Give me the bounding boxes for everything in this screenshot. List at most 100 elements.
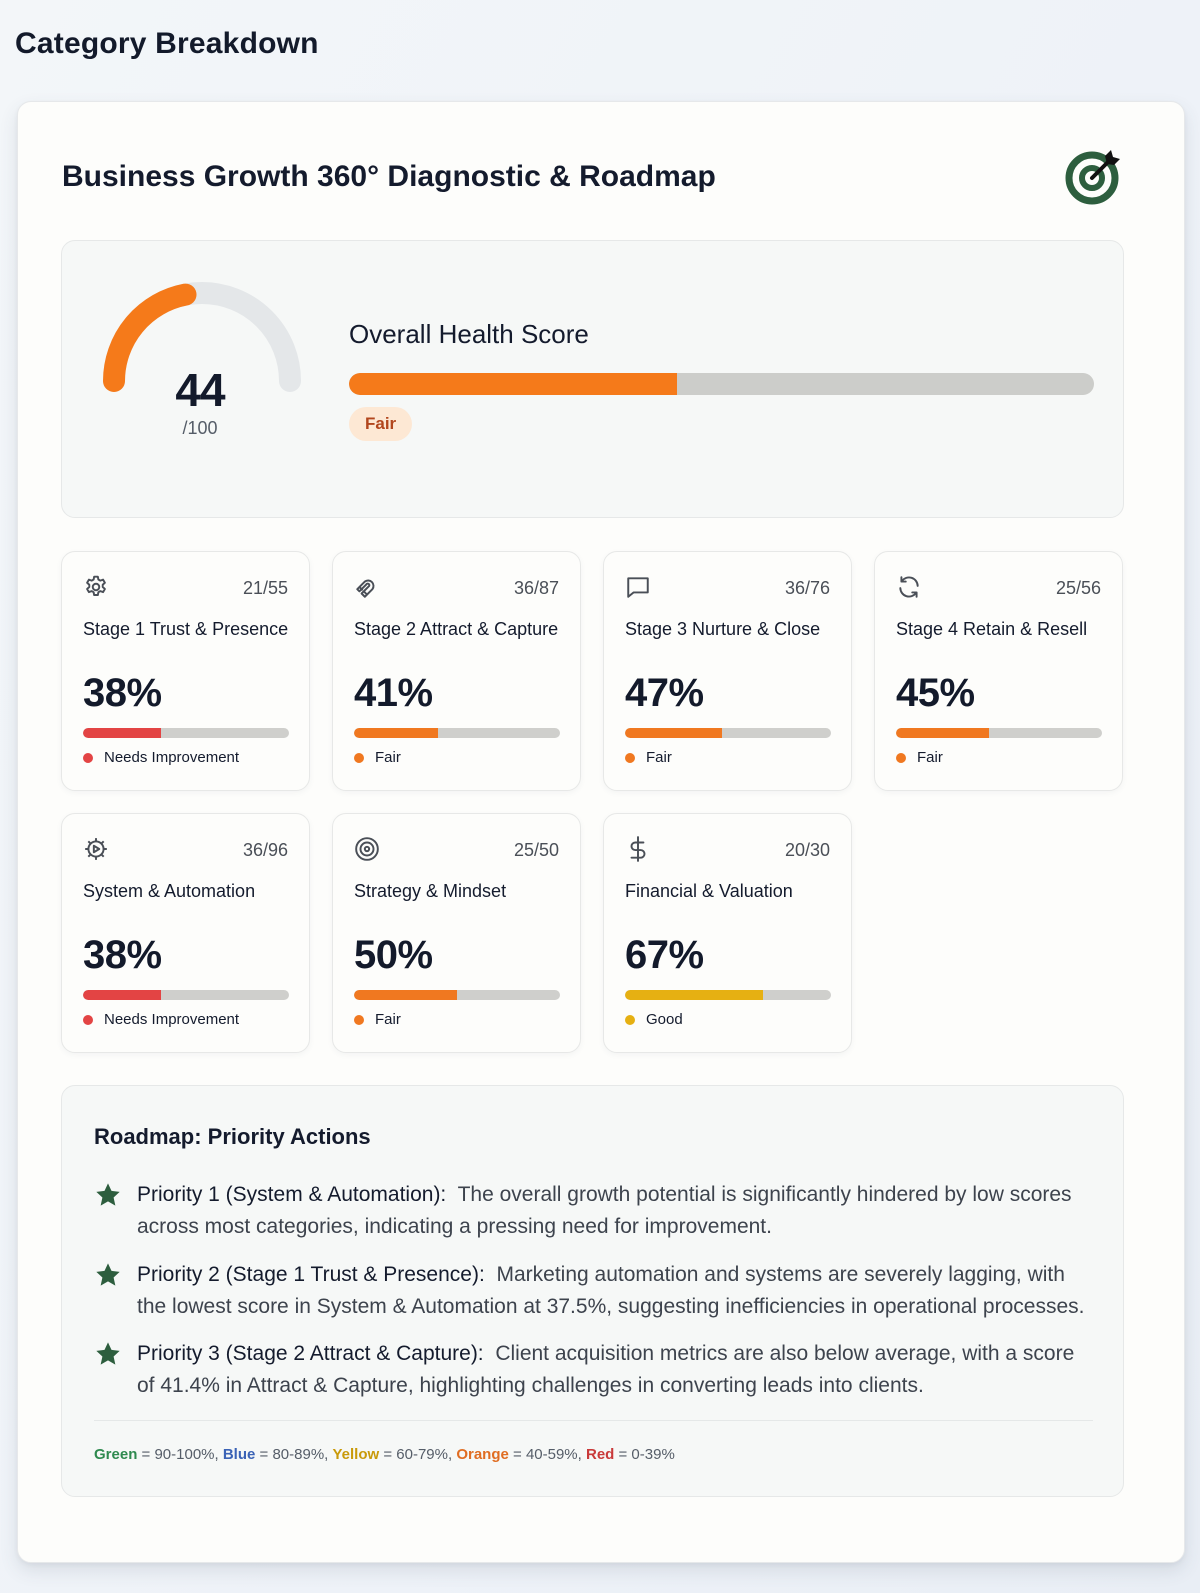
legend-range: = 80-89%, <box>255 1446 333 1463</box>
stage-status-label: Fair <box>646 749 672 766</box>
legend-range: = 60-79%, <box>379 1446 457 1463</box>
stage-name: Stage 4 Retain & Resell <box>896 619 1088 639</box>
status-dot-icon <box>625 752 635 763</box>
stage-name: Strategy & Mindset <box>354 881 507 901</box>
stage-status: Fair <box>354 749 401 766</box>
priority-item: Priority 1 (System & Automation): The ov… <box>94 1179 1094 1243</box>
diagnostic-card: Business Growth 360° Diagnostic & Roadma… <box>17 101 1185 1563</box>
stage-name: Stage 2 Attract & Capture <box>354 619 559 639</box>
legend-color-blue: Blue <box>222 1446 256 1463</box>
status-dot-icon <box>83 1014 93 1025</box>
stage-status: Fair <box>354 1011 401 1028</box>
stage-card-stage-4-retain-resell: 25/56 Stage 4 Retain & Resell 45% Fair <box>874 551 1123 791</box>
roadmap-divider <box>94 1420 1093 1421</box>
gear-icon <box>83 574 109 600</box>
stage-status: Fair <box>896 749 943 766</box>
stage-progress-bar <box>83 728 289 738</box>
cog-play-icon <box>83 836 109 862</box>
overall-health-panel: 44 /100 Overall Health Score Fair <box>61 240 1124 518</box>
stage-percent: 47% <box>625 671 704 715</box>
priority-body: The overall growth potential is signific… <box>137 1183 1072 1238</box>
priority-body: Marketing automation and systems are sev… <box>137 1263 1085 1318</box>
stage-status-label: Good <box>646 1011 683 1028</box>
stage-card-stage-2-attract-capture: 36/87 Stage 2 Attract & Capture 41% Fair <box>332 551 581 791</box>
stage-status: Good <box>625 1011 683 1028</box>
stage-status-label: Fair <box>917 749 943 766</box>
priority-item: Priority 3 (Stage 2 Attract & Capture): … <box>94 1338 1094 1402</box>
magnet-icon <box>354 574 380 600</box>
card-title: Business Growth 360° Diagnostic & Roadma… <box>62 160 716 193</box>
priority-item: Priority 2 (Stage 1 Trust & Presence): M… <box>94 1259 1094 1323</box>
stage-status: Needs Improvement <box>83 749 239 766</box>
stage-name: Stage 1 Trust & Presence <box>83 619 289 639</box>
status-dot-icon <box>896 752 906 763</box>
stage-progress-bar <box>83 990 289 1000</box>
target-icon <box>354 836 380 862</box>
legend-color-red: Red <box>585 1446 615 1463</box>
priority-heading: Priority 1 (System & Automation): <box>137 1183 447 1206</box>
health-progress-bar <box>349 373 1094 395</box>
stage-card-strategy-mindset: 25/50 Strategy & Mindset 50% Fair <box>332 813 581 1053</box>
stage-percent: 38% <box>83 933 162 977</box>
roadmap-panel: Roadmap: Priority Actions Priority 1 (Sy… <box>61 1085 1124 1497</box>
stage-score: 25/50 <box>513 840 559 860</box>
stage-score: 36/87 <box>513 578 559 598</box>
stage-name: Financial & Valuation <box>625 881 793 901</box>
legend-color-yellow: Yellow <box>332 1446 380 1463</box>
stage-progress-bar <box>625 990 831 1000</box>
stage-name: System & Automation <box>83 881 256 901</box>
target-arrow-icon <box>1065 150 1120 205</box>
legend-color-orange: Orange <box>456 1446 509 1463</box>
stage-card-stage-1-trust-presence: 21/55 Stage 1 Trust & Presence 38% Needs Im… <box>61 551 310 791</box>
stage-status-label: Fair <box>375 749 401 766</box>
legend-range: = 90-100%, <box>137 1446 223 1463</box>
stage-percent: 67% <box>625 933 704 977</box>
legend-range: = 0-39% <box>614 1446 675 1463</box>
stage-progress-bar <box>354 728 560 738</box>
stage-percent: 38% <box>83 671 162 715</box>
legend-color-green: Green <box>94 1446 138 1463</box>
stage-card-stage-3-nurture-close: 36/76 Stage 3 Nurture & Close 47% Fair <box>603 551 852 791</box>
health-gauge <box>103 282 301 392</box>
priority-heading: Priority 2 (Stage 1 Trust & Presence): <box>137 1263 485 1286</box>
stage-status: Needs Improvement <box>83 1011 239 1028</box>
status-dot-icon <box>83 752 93 763</box>
health-score-label: Overall Health Score <box>349 319 589 349</box>
dollar-icon <box>625 836 651 862</box>
stage-progress-fill <box>354 990 457 1000</box>
page-title: Category Breakdown <box>15 27 319 60</box>
stage-score: 36/96 <box>242 840 288 860</box>
stage-score: 20/30 <box>784 840 830 860</box>
refresh-icon <box>896 574 922 600</box>
color-legend: Green = 90-100%, Blue = 80-89%, Yellow =… <box>94 1446 675 1463</box>
health-progress-fill <box>349 373 677 395</box>
stage-score: 21/55 <box>242 578 288 598</box>
roadmap-title: Roadmap: Priority Actions <box>94 1124 371 1149</box>
star-icon <box>96 1183 120 1206</box>
stage-name: Stage 3 Nurture & Close <box>625 619 821 639</box>
star-icon <box>96 1263 120 1286</box>
stage-score: 36/76 <box>784 578 830 598</box>
stage-percent: 45% <box>896 671 975 715</box>
stage-progress-fill <box>896 728 989 738</box>
stage-status-label: Needs Improvement <box>104 749 240 766</box>
stage-progress-fill <box>354 728 439 738</box>
health-score-value: 44 <box>175 364 225 416</box>
stage-status-label: Fair <box>375 1011 401 1028</box>
stage-progress-bar <box>354 990 560 1000</box>
health-score-max: /100 <box>182 418 218 438</box>
priority-heading: Priority 3 (Stage 2 Attract & Capture): <box>137 1342 484 1365</box>
stage-card-system-automation: 36/96 System & Automation 38% Needs Improve… <box>61 813 310 1053</box>
status-dot-icon <box>354 752 364 763</box>
legend-range: = 40-59%, <box>508 1446 586 1463</box>
stage-score: 25/56 <box>1055 578 1101 598</box>
status-dot-icon <box>354 1014 364 1025</box>
priority-body: Client acquisition metrics are also belo… <box>137 1342 1075 1397</box>
stage-progress-fill <box>83 990 162 1000</box>
stage-status: Fair <box>625 749 672 766</box>
stage-progress-bar <box>625 728 831 738</box>
stage-status-label: Needs Improvement <box>104 1011 240 1028</box>
chat-bubble-icon <box>625 574 651 600</box>
stage-progress-bar <box>896 728 1102 738</box>
stage-percent: 50% <box>354 933 433 977</box>
